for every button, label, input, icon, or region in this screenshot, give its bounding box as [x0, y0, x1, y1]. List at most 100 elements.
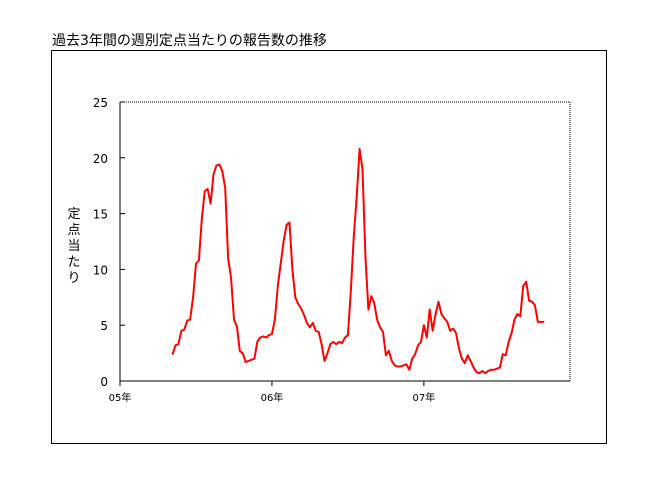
data-point [481, 370, 484, 372]
data-point [373, 302, 376, 304]
data-point [256, 341, 259, 343]
data-point [472, 366, 475, 369]
chart-title: 過去3年間の週別定点当たりの報告数の推移 [52, 33, 327, 49]
y-tick-label: 10 [93, 263, 108, 277]
data-point [274, 318, 276, 321]
data-point [206, 188, 209, 190]
data-point [294, 296, 297, 299]
data-point [332, 341, 335, 343]
data-point [355, 196, 358, 198]
data-point [499, 366, 501, 369]
y-tick-label: 0 [100, 375, 108, 389]
data-point [440, 313, 443, 315]
data-point [382, 331, 384, 333]
data-point [306, 322, 308, 324]
data-point [466, 354, 469, 357]
data-point [250, 359, 253, 361]
data-point [522, 285, 524, 287]
data-point [364, 257, 367, 260]
data-point [195, 263, 197, 265]
data-point [271, 333, 273, 335]
data-point [484, 372, 487, 375]
data-point [478, 372, 481, 375]
data-point [393, 364, 396, 367]
data-point [186, 319, 188, 322]
series-group [171, 147, 545, 375]
data-point [320, 343, 323, 346]
data-point [338, 341, 341, 343]
data-point [534, 304, 536, 306]
data-point [455, 332, 457, 334]
data-point [344, 336, 346, 339]
data-point [502, 353, 504, 356]
data-point [253, 357, 256, 360]
data-point [262, 335, 265, 338]
data-point [218, 163, 221, 166]
data-point [396, 365, 399, 368]
data-point [513, 318, 516, 321]
data-point [201, 218, 203, 220]
x-tick-label: 07年 [413, 391, 436, 404]
data-point [379, 326, 381, 329]
y-axis: 0 5 10 15 20 25 [93, 96, 125, 389]
data-point [174, 344, 177, 347]
data-point [458, 347, 460, 350]
data-point [183, 328, 186, 331]
data-point [434, 313, 437, 315]
data-point [192, 296, 194, 299]
y-axis-label-char: た [67, 255, 80, 270]
data-point [510, 332, 513, 334]
data-point [531, 301, 533, 303]
data-point [504, 354, 507, 357]
data-point [525, 280, 527, 283]
data-point [385, 354, 387, 357]
data-point [423, 324, 425, 327]
data-point [279, 263, 282, 265]
data-point [244, 361, 247, 363]
chart-frame [51, 50, 607, 444]
data-point [177, 343, 180, 346]
data-point [431, 330, 434, 332]
data-point [449, 330, 452, 332]
data-point [326, 352, 329, 354]
data-point [291, 268, 294, 271]
data-point [388, 350, 390, 352]
y-tick-label: 15 [93, 208, 108, 222]
data-point [402, 364, 405, 367]
data-point [408, 369, 411, 371]
data-point [464, 362, 466, 364]
data-point [537, 321, 539, 323]
data-point [282, 240, 285, 243]
data-point [519, 315, 522, 318]
y-axis-label-char: 定 [67, 207, 80, 222]
data-point [317, 331, 320, 333]
data-point [341, 342, 343, 344]
data-point [411, 357, 414, 360]
data-point [297, 303, 300, 305]
x-axis: 05年 06年 07年 [109, 380, 570, 404]
data-point [209, 202, 212, 205]
data-point [487, 370, 490, 372]
y-axis-label: 定点当たり [67, 207, 80, 286]
data-point [268, 334, 270, 337]
data-point [309, 326, 311, 329]
data-point [437, 301, 440, 303]
x-tick-label: 06年 [261, 391, 284, 404]
data-point [335, 343, 338, 346]
data-point [405, 363, 408, 366]
data-point [203, 190, 206, 193]
data-point [426, 336, 428, 339]
data-point [420, 341, 422, 343]
data-point [215, 164, 218, 167]
data-point [221, 170, 224, 172]
data-point [443, 317, 446, 320]
y-tick-label: 25 [93, 96, 108, 110]
data-point [461, 357, 463, 360]
data-point [239, 350, 241, 352]
data-point [516, 313, 519, 315]
data-point [329, 343, 332, 346]
data-point [358, 148, 361, 150]
data-point [428, 308, 431, 311]
x-tick-label: 05年 [109, 391, 132, 404]
